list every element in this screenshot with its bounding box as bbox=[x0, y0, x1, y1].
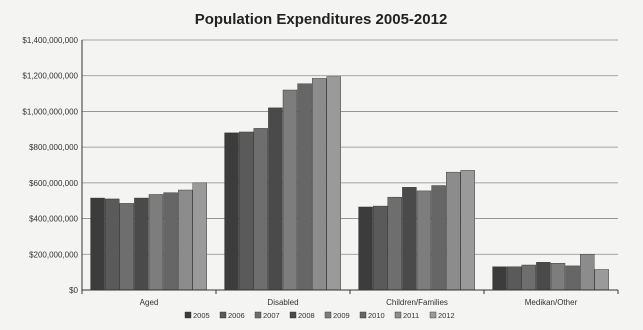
x-category-label: Aged bbox=[140, 298, 159, 307]
bar-2010-disabled bbox=[297, 83, 312, 291]
bar-2011-medikan-other bbox=[580, 254, 595, 291]
legend-swatch bbox=[289, 311, 297, 319]
x-category-label: Medikan/Other bbox=[525, 298, 578, 307]
legend: 2005 2006 2007 2008 2009 2010 2011 2012 bbox=[184, 311, 455, 320]
bar-2011-aged bbox=[177, 189, 193, 291]
bars bbox=[90, 76, 609, 291]
legend-swatch bbox=[219, 311, 227, 319]
bar-2008-medikan-other bbox=[536, 262, 551, 291]
bar-2012-medikan-other bbox=[594, 269, 609, 291]
legend-label: 2010 bbox=[368, 311, 385, 320]
y-tick-label: $1,400,000,000 bbox=[22, 36, 78, 45]
bar-2006-aged bbox=[104, 198, 120, 291]
y-tick-label: $400,000,000 bbox=[29, 215, 78, 224]
bar-2009-disabled bbox=[282, 89, 298, 291]
legend-label: 2012 bbox=[438, 311, 455, 320]
bar-2007-aged bbox=[119, 203, 135, 291]
bar-2009-children-families bbox=[416, 190, 432, 291]
legend-swatch bbox=[429, 311, 437, 319]
legend-swatch bbox=[324, 311, 332, 319]
bar-2011-disabled bbox=[312, 78, 327, 291]
bar-2012-disabled bbox=[326, 76, 341, 291]
y-tick-label: $600,000,000 bbox=[29, 179, 78, 188]
bar-2010-aged bbox=[163, 192, 178, 291]
legend-swatch bbox=[394, 311, 402, 319]
x-category-label: Disabled bbox=[267, 298, 298, 307]
y-tick-label: $0 bbox=[69, 286, 78, 295]
axes bbox=[81, 40, 619, 294]
legend-label: 2005 bbox=[193, 311, 210, 320]
bar-2006-medikan-other bbox=[507, 266, 522, 291]
legend-label: 2007 bbox=[263, 311, 280, 320]
bar-2007-medikan-other bbox=[521, 264, 536, 291]
legend-label: 2009 bbox=[333, 311, 350, 320]
y-tick-label: $800,000,000 bbox=[29, 143, 78, 152]
bar-2005-medikan-other bbox=[492, 266, 507, 291]
bar-2007-children-families bbox=[387, 196, 402, 291]
bar-2010-children-families bbox=[431, 185, 446, 291]
bar-2008-children-families bbox=[402, 187, 417, 291]
y-tick-label: $200,000,000 bbox=[29, 250, 78, 259]
x-category-label: Children/Families bbox=[386, 298, 448, 307]
bar-2009-medikan-other bbox=[550, 263, 566, 291]
y-tick-label: $1,000,000,000 bbox=[22, 107, 78, 116]
legend-swatch bbox=[254, 311, 262, 319]
x-axis-categories: Aged Disabled Children/Families Medikan/Oth… bbox=[140, 298, 578, 307]
bar-2006-children-families bbox=[373, 205, 388, 291]
legend-swatch bbox=[359, 311, 367, 319]
bar-2006-disabled bbox=[238, 131, 254, 291]
bar-2008-disabled bbox=[268, 107, 283, 291]
bar-2005-aged bbox=[90, 197, 105, 291]
legend-swatch bbox=[184, 311, 192, 319]
bar-2012-children-families bbox=[460, 170, 475, 291]
legend-label: 2011 bbox=[403, 311, 419, 320]
chart-title: Population Expenditures 2005-2012 bbox=[195, 11, 448, 28]
bar-2010-medikan-other bbox=[565, 265, 580, 291]
y-axis-ticks: $0 $200,000,000 $400,000,000 $600,000,000 $8… bbox=[22, 36, 78, 295]
bar-2011-children-families bbox=[446, 171, 461, 291]
bar-2005-disabled bbox=[224, 132, 239, 291]
legend-label: 2008 bbox=[298, 311, 315, 320]
y-tick-label: $1,200,000,000 bbox=[22, 72, 78, 81]
bar-2008-aged bbox=[134, 197, 149, 291]
bar-2012-aged bbox=[192, 182, 208, 291]
bar-2009-aged bbox=[148, 194, 164, 291]
legend-label: 2006 bbox=[228, 311, 245, 320]
bar-2005-children-families bbox=[358, 206, 373, 291]
bar-2007-disabled bbox=[253, 128, 269, 291]
